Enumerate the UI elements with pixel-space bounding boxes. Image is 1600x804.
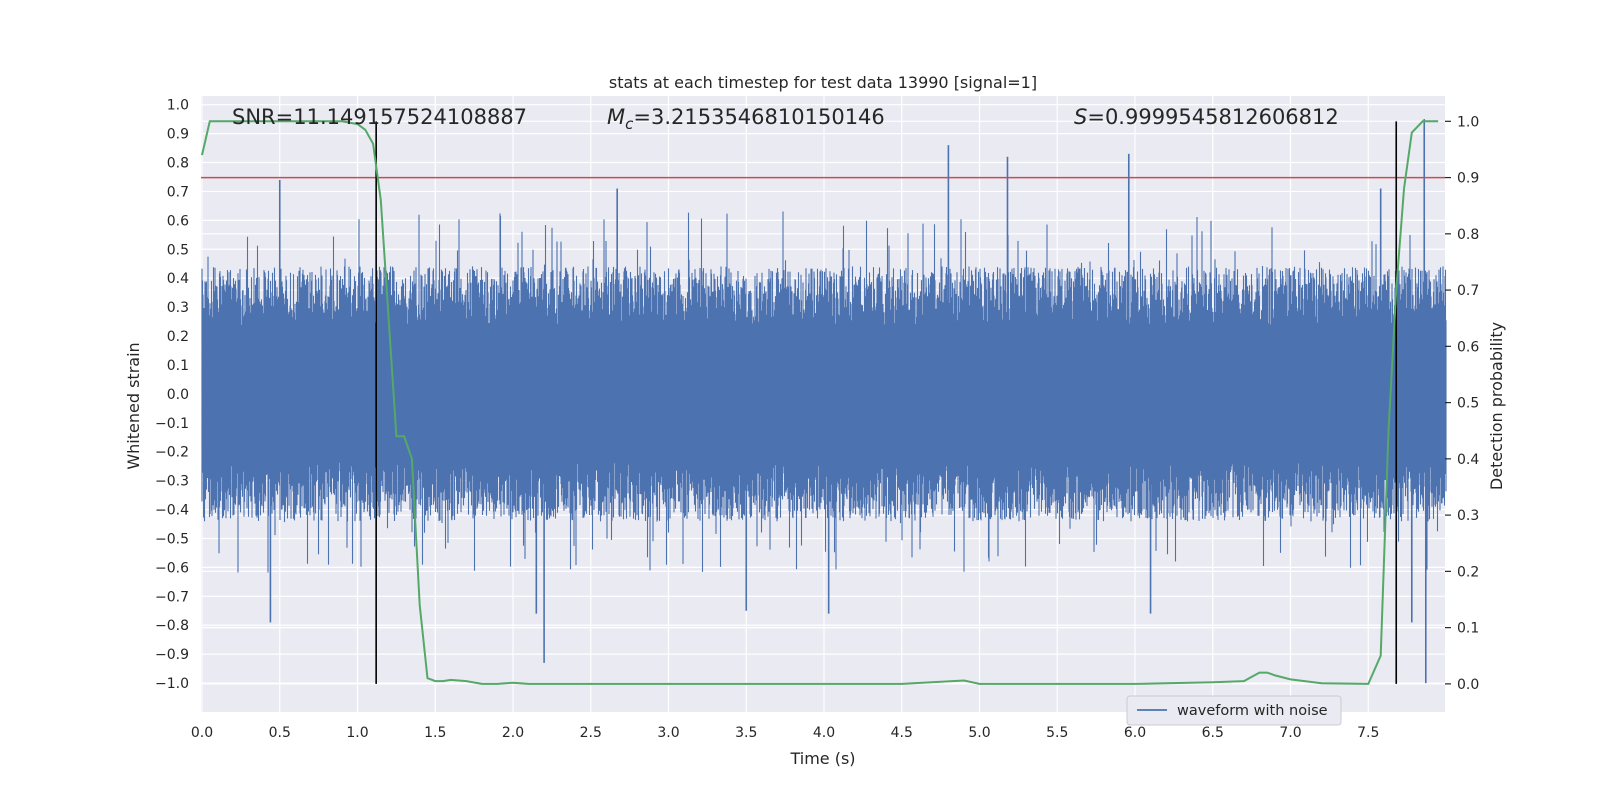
y2-tick-label: 0.7 xyxy=(1457,283,1479,299)
y2-tick-label: 0.9 xyxy=(1457,171,1479,187)
s-annotation: S=0.9999545812606812 xyxy=(1074,105,1339,129)
x-tick-label: 5.5 xyxy=(1046,725,1068,741)
legend-label: waveform with noise xyxy=(1177,703,1328,719)
x-tick-label: 2.5 xyxy=(580,725,602,741)
s-symbol: S xyxy=(1074,105,1087,129)
x-axis-label: Time (s) xyxy=(789,749,855,768)
y-tick-label: −0.8 xyxy=(155,618,189,634)
x-tick-label: 6.5 xyxy=(1202,725,1224,741)
y-tick-label: 0.3 xyxy=(167,300,189,316)
y-tick-label: −1.0 xyxy=(155,676,189,692)
y-tick-label: −0.1 xyxy=(155,416,189,432)
waveform-series xyxy=(201,119,1447,684)
y-tick-label: 0.1 xyxy=(167,358,189,374)
mc-value: =3.2153546810150146 xyxy=(633,105,884,129)
legend: waveform with noise xyxy=(1126,695,1342,726)
x-tick-label: 4.5 xyxy=(891,725,913,741)
x-tick-label: 0.5 xyxy=(269,725,291,741)
y-tick-label: 1.0 xyxy=(167,98,189,114)
detection-probability-line xyxy=(201,120,1439,685)
y2-tick-label: 0.5 xyxy=(1457,396,1479,412)
y-tick-label: 0.5 xyxy=(167,242,189,258)
y2-axis-label: Detection probability xyxy=(1487,322,1506,490)
overlay-lines xyxy=(201,120,1445,685)
x-tick-label: 7.5 xyxy=(1357,725,1379,741)
mc-symbol: M xyxy=(607,105,625,129)
x-tick-label: 1.5 xyxy=(424,725,446,741)
y-tick-label: 0.8 xyxy=(167,156,189,172)
y-tick-label: −0.5 xyxy=(155,531,189,547)
y-axis-label: Whitened strain xyxy=(124,342,143,469)
x-tick-label: 0.0 xyxy=(191,725,213,741)
y-tick-label: −0.6 xyxy=(155,560,189,576)
y2-tick-label: 0.4 xyxy=(1457,452,1479,468)
y-tick-label: 0.0 xyxy=(167,387,189,403)
mc-annotation: Mc=3.2153546810150146 xyxy=(607,105,885,133)
y-tick-label: 0.6 xyxy=(167,213,189,229)
y2-tick-label: 0.0 xyxy=(1457,677,1479,693)
y2-tick-label: 1.0 xyxy=(1457,114,1479,130)
x-tick-label: 3.0 xyxy=(657,725,679,741)
x-tick-label: 1.0 xyxy=(346,725,368,741)
y-tick-label: −0.7 xyxy=(155,589,189,605)
y2-tick-label: 0.1 xyxy=(1457,621,1479,637)
x-tick-label: 3.5 xyxy=(735,725,757,741)
x-tick-label: 7.0 xyxy=(1279,725,1301,741)
y-tick-label: −0.4 xyxy=(155,503,189,519)
y-tick-label: −0.3 xyxy=(155,474,189,490)
x-tick-label: 5.0 xyxy=(968,725,990,741)
y-tick-label: 0.4 xyxy=(167,271,189,287)
y2-tick-label: 0.8 xyxy=(1457,227,1479,243)
x-tick-label: 2.0 xyxy=(502,725,524,741)
y-tick-label: −0.2 xyxy=(155,445,189,461)
y-tick-label: 0.2 xyxy=(167,329,189,345)
legend-box xyxy=(1126,695,1342,726)
y-tick-label: 0.7 xyxy=(167,184,189,200)
x-tick-label: 4.0 xyxy=(813,725,835,741)
snr-annotation: SNR=11.149157524108887 xyxy=(232,105,527,129)
mc-subscript: c xyxy=(625,115,634,133)
y2-tick-label: 0.6 xyxy=(1457,339,1479,355)
y2-tick-label: 0.2 xyxy=(1457,564,1479,580)
tick-labels: 0.0 0.5 1.0 1.5 2.0 2.5 3.0 3.5 4.0 4.5 5.0 5.5 6.0 6… xyxy=(155,98,1479,741)
y-tick-label: 0.9 xyxy=(167,127,189,143)
s-value: =0.9999545812606812 xyxy=(1087,105,1338,129)
y-tick-label: −0.9 xyxy=(155,647,189,663)
x-tick-label: 6.0 xyxy=(1124,725,1146,741)
chart-title: stats at each timestep for test data 139… xyxy=(609,73,1037,92)
y2-tick-label: 0.3 xyxy=(1457,508,1479,524)
